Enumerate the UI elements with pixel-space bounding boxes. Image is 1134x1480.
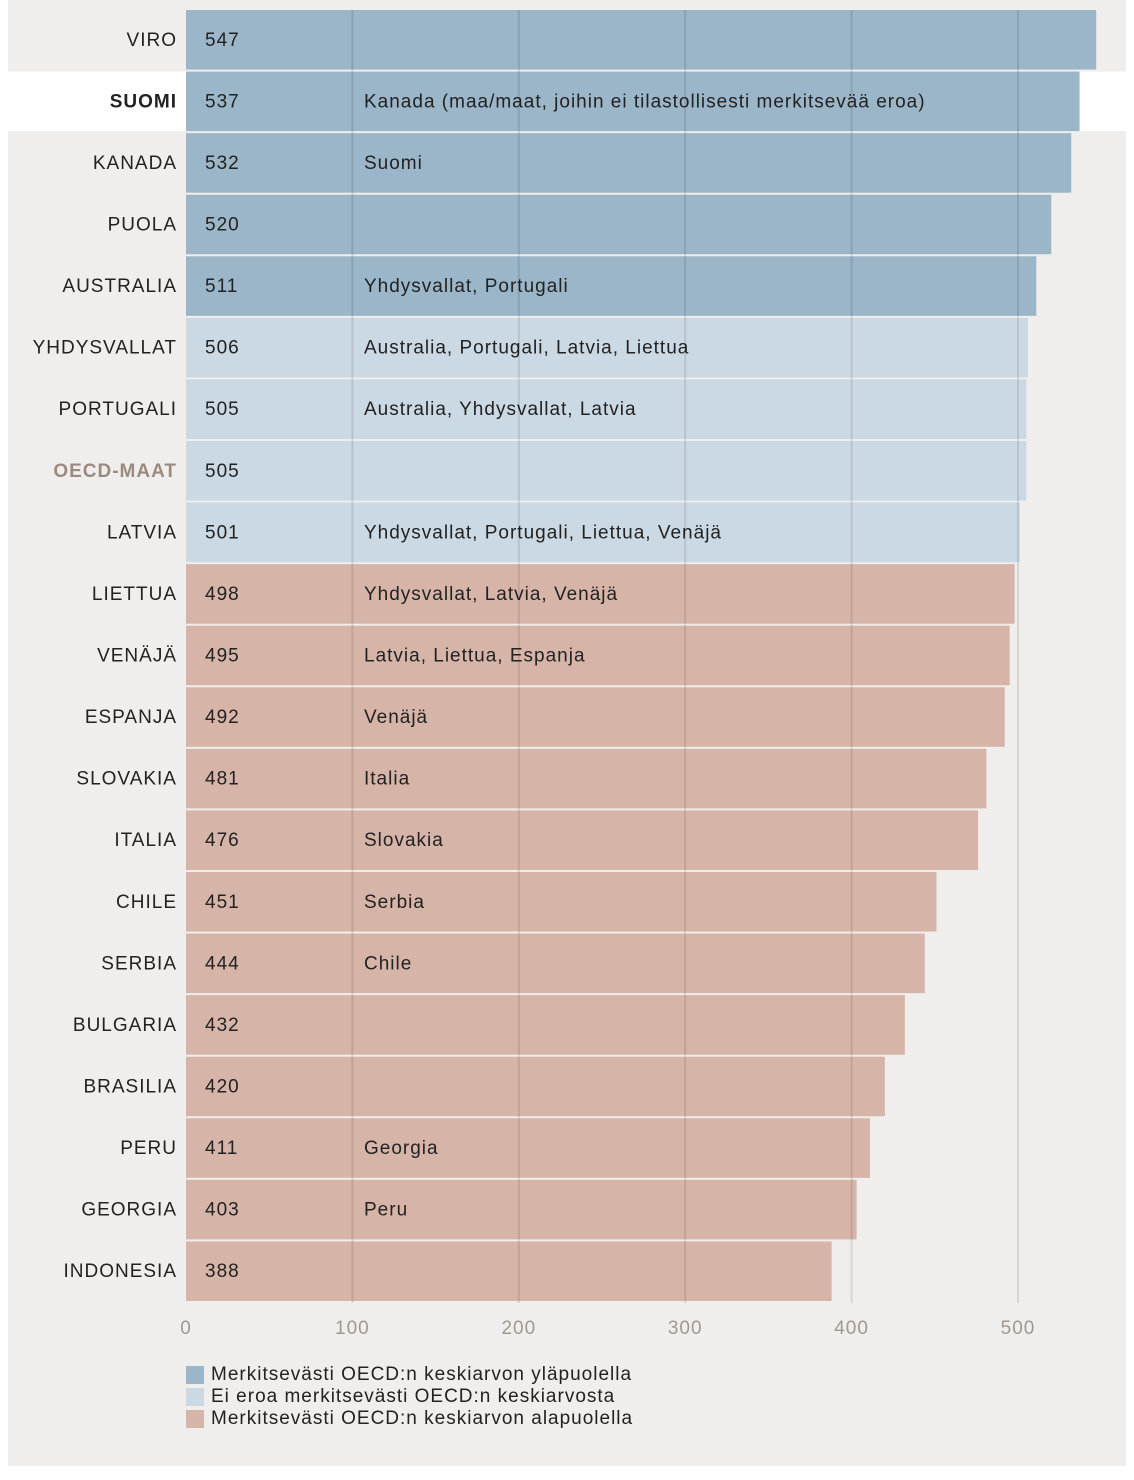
value-label: 451 (205, 892, 240, 913)
annotation: Chile (364, 953, 412, 974)
annotation: Yhdysvallat, Latvia, Venäjä (364, 584, 618, 605)
value-label: 388 (205, 1261, 240, 1282)
legend-swatch (186, 1388, 204, 1406)
category-label: AUSTRALIA (62, 276, 177, 297)
bar (186, 687, 1005, 747)
annotation: Venäjä (364, 707, 428, 728)
bar (186, 1179, 857, 1240)
value-label: 511 (205, 276, 238, 297)
x-tick-label: 400 (834, 1318, 869, 1339)
x-tick-label: 200 (501, 1318, 536, 1339)
value-label: 537 (205, 91, 240, 112)
category-label: BRASILIA (83, 1076, 177, 1097)
category-label: OECD-MAAT (53, 461, 177, 482)
annotation: Yhdysvallat, Portugali, Liettua, Venäjä (364, 522, 722, 543)
bar (186, 564, 1015, 624)
category-label: VENÄJÄ (97, 646, 177, 667)
category-label: PORTUGALI (59, 399, 177, 420)
value-label: 492 (205, 707, 240, 728)
annotation: Peru (364, 1200, 408, 1221)
category-label: SUOMI (110, 91, 177, 112)
value-label: 547 (205, 30, 240, 51)
bar (186, 625, 1010, 686)
x-tick-label: 100 (335, 1318, 370, 1339)
category-label: SERBIA (101, 953, 177, 974)
category-label: LATVIA (107, 522, 177, 543)
bar (186, 810, 979, 870)
category-label: CHILE (116, 892, 177, 913)
bar (186, 995, 905, 1055)
x-tick-label: 0 (180, 1318, 192, 1339)
value-label: 506 (205, 338, 240, 359)
category-label: LIETTUA (92, 584, 177, 605)
legend-label: Merkitsevästi OECD:n keskiarvon yläpuole… (211, 1364, 632, 1385)
annotation: Suomi (364, 153, 423, 174)
x-tick-label: 500 (1001, 1318, 1036, 1339)
value-label: 505 (205, 399, 240, 420)
category-label: ESPANJA (85, 707, 177, 728)
bar (186, 71, 1080, 132)
annotation: Italia (364, 769, 410, 790)
value-label: 498 (205, 584, 240, 605)
category-label: INDONESIA (63, 1261, 177, 1282)
legend-label: Merkitsevästi OECD:n keskiarvon alapuole… (211, 1408, 633, 1429)
category-label: VIRO (127, 30, 177, 51)
bar (186, 1056, 885, 1117)
bar (186, 379, 1027, 439)
bar (186, 256, 1037, 316)
bar (186, 1118, 870, 1178)
category-label: BULGARIA (73, 1015, 177, 1036)
bar (186, 194, 1052, 255)
bar (186, 502, 1020, 563)
value-label: 476 (205, 830, 240, 851)
bar (186, 133, 1072, 193)
value-label: 403 (205, 1200, 240, 1221)
annotation: Kanada (maa/maat, joihin ei tilastollise… (364, 91, 926, 112)
value-label: 495 (205, 646, 240, 667)
legend-label: Ei eroa merkitsevästi OECD:n keskiarvost… (211, 1386, 615, 1407)
bar (186, 10, 1097, 70)
value-label: 532 (205, 153, 240, 174)
category-label: ITALIA (114, 830, 177, 851)
category-label: YHDYSVALLAT (33, 338, 177, 359)
value-label: 505 (205, 461, 240, 482)
category-label: PERU (120, 1138, 177, 1159)
legend-swatch (186, 1410, 204, 1428)
bar (186, 440, 1027, 501)
category-label: KANADA (93, 153, 177, 174)
annotation: Latvia, Liettua, Espanja (364, 646, 586, 667)
annotation: Georgia (364, 1138, 439, 1159)
category-label: GEORGIA (81, 1200, 177, 1221)
category-label: SLOVAKIA (76, 769, 177, 790)
value-label: 520 (205, 215, 240, 236)
value-label: 420 (205, 1076, 240, 1097)
legend-swatch (186, 1366, 204, 1384)
annotation: Slovakia (364, 830, 444, 851)
bar (186, 317, 1028, 378)
value-label: 432 (205, 1015, 240, 1036)
bar (186, 1241, 832, 1301)
bar (186, 871, 937, 932)
value-label: 444 (205, 953, 240, 974)
x-tick-label: 300 (668, 1318, 703, 1339)
bar (186, 933, 925, 994)
value-label: 501 (205, 522, 240, 543)
annotation: Yhdysvallat, Portugali (364, 276, 569, 297)
value-label: 481 (205, 769, 240, 790)
annotation: Australia, Yhdysvallat, Latvia (364, 399, 637, 420)
value-label: 411 (205, 1138, 238, 1159)
bar (186, 748, 987, 809)
annotation: Serbia (364, 892, 425, 913)
annotation: Australia, Portugali, Latvia, Liettua (364, 338, 689, 359)
category-label: PUOLA (108, 215, 177, 236)
